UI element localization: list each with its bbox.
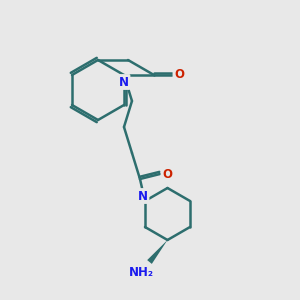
- Text: O: O: [162, 167, 172, 181]
- Polygon shape: [147, 240, 167, 264]
- Text: O: O: [174, 68, 184, 82]
- Text: N: N: [138, 190, 148, 202]
- Text: NH₂: NH₂: [129, 266, 154, 278]
- Text: N: N: [119, 76, 129, 88]
